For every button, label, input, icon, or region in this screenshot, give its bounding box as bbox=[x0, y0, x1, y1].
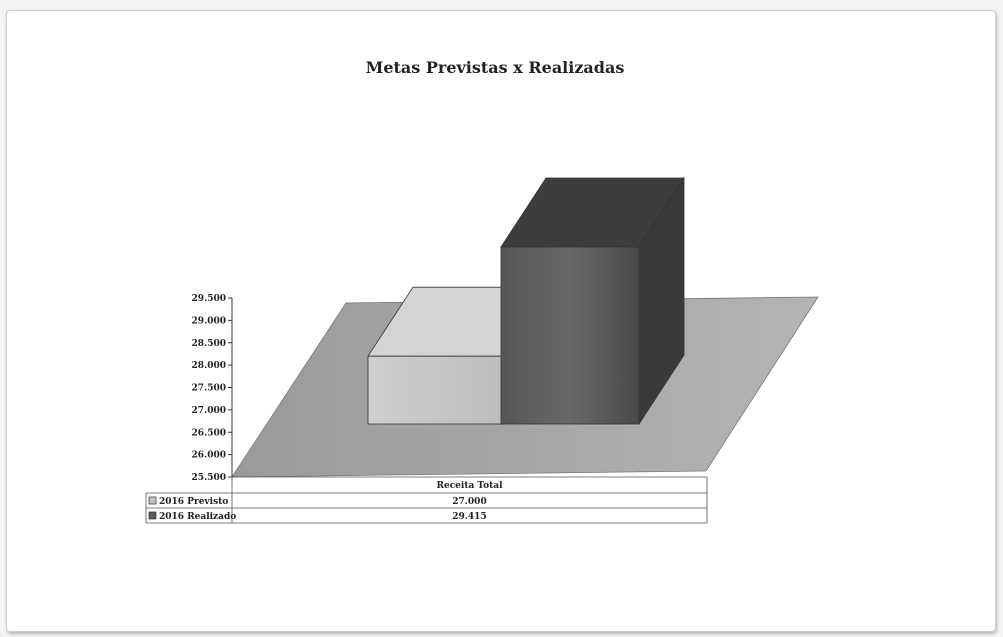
y-tick-label: 29.500 bbox=[192, 294, 226, 304]
legend-swatch bbox=[148, 496, 157, 505]
y-tick-label: 26.500 bbox=[192, 428, 226, 438]
y-tick-label: 27.000 bbox=[192, 406, 226, 416]
legend-entry: 2016 Realizado bbox=[159, 512, 236, 522]
bar-2016-realizado bbox=[500, 246, 640, 425]
y-tick-label: 25.500 bbox=[192, 473, 226, 483]
data-value-label: 29.415 bbox=[452, 512, 486, 522]
data-value-label: 27.000 bbox=[452, 497, 486, 507]
legend-swatch bbox=[148, 511, 157, 520]
legend-entry: 2016 Previsto bbox=[159, 497, 228, 507]
y-tick-label: 29.000 bbox=[192, 316, 226, 326]
chart-title: Metas Previstas x Realizadas bbox=[365, 58, 625, 77]
y-tick-label: 27.500 bbox=[192, 384, 226, 394]
y-tick-label: 28.500 bbox=[192, 339, 226, 349]
category-label: Receita Total bbox=[436, 481, 503, 491]
y-tick-label: 26.000 bbox=[192, 451, 226, 461]
y-tick-label: 28.000 bbox=[192, 361, 226, 371]
bar-2016-previsto bbox=[367, 355, 503, 425]
